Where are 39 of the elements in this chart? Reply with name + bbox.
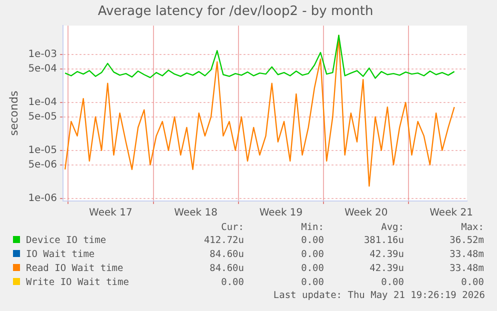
chart-title: Average latency for /dev/loop2 - by month bbox=[98, 4, 374, 20]
text: Avg: bbox=[380, 222, 404, 234]
text: 42.39u bbox=[368, 248, 404, 262]
legend-label: Device IO time bbox=[25, 234, 108, 248]
x-tick-label: Week 21 bbox=[430, 208, 473, 219]
text: Min: bbox=[300, 222, 324, 234]
text: 0.00 bbox=[300, 248, 324, 262]
text: 84.60u bbox=[208, 262, 244, 276]
text: 0.00 bbox=[300, 276, 324, 290]
text: 0.00 bbox=[300, 234, 324, 248]
x-tick-label: Week 17 bbox=[89, 208, 132, 219]
text: 33.48m bbox=[448, 248, 484, 262]
x-tick-label: Week 20 bbox=[344, 208, 388, 219]
x-tick-label: Week 19 bbox=[259, 208, 303, 219]
text: 0.00 bbox=[220, 276, 244, 290]
text: 0.00 bbox=[380, 276, 404, 290]
legend-label: Write IO Wait time bbox=[25, 276, 130, 290]
y-tick-label: 5e-04 bbox=[28, 64, 58, 74]
text: 0.00 bbox=[460, 276, 484, 290]
y-tick-label: 1e-04 bbox=[28, 97, 58, 108]
text: 36.52m bbox=[448, 234, 484, 248]
text: 381.16u bbox=[362, 234, 404, 248]
y-tick-label: 5e-05 bbox=[28, 111, 58, 122]
legend-label: Read IO Wait time bbox=[25, 262, 124, 276]
text: Last update: Thu May 21 19:26:19 2026 bbox=[272, 290, 486, 302]
y-tick-label: 1e-05 bbox=[28, 144, 58, 156]
x-tick-label: Week 18 bbox=[174, 208, 218, 219]
text: 0.00 bbox=[300, 262, 324, 276]
y-tick-label: 1e-06 bbox=[28, 192, 58, 204]
legend-label: IO Wait time bbox=[25, 248, 96, 262]
y-axis-title: seconds bbox=[7, 90, 20, 136]
y-tick-label: 5e-06 bbox=[28, 159, 58, 170]
text: 412.72u bbox=[202, 234, 244, 248]
y-tick-label: 1e-03 bbox=[28, 49, 58, 60]
text: 84.60u bbox=[208, 248, 244, 262]
text: Cur: bbox=[220, 222, 244, 234]
text: 42.39u bbox=[368, 262, 404, 276]
text: Max: bbox=[460, 222, 484, 234]
text: 33.48m bbox=[448, 262, 484, 276]
